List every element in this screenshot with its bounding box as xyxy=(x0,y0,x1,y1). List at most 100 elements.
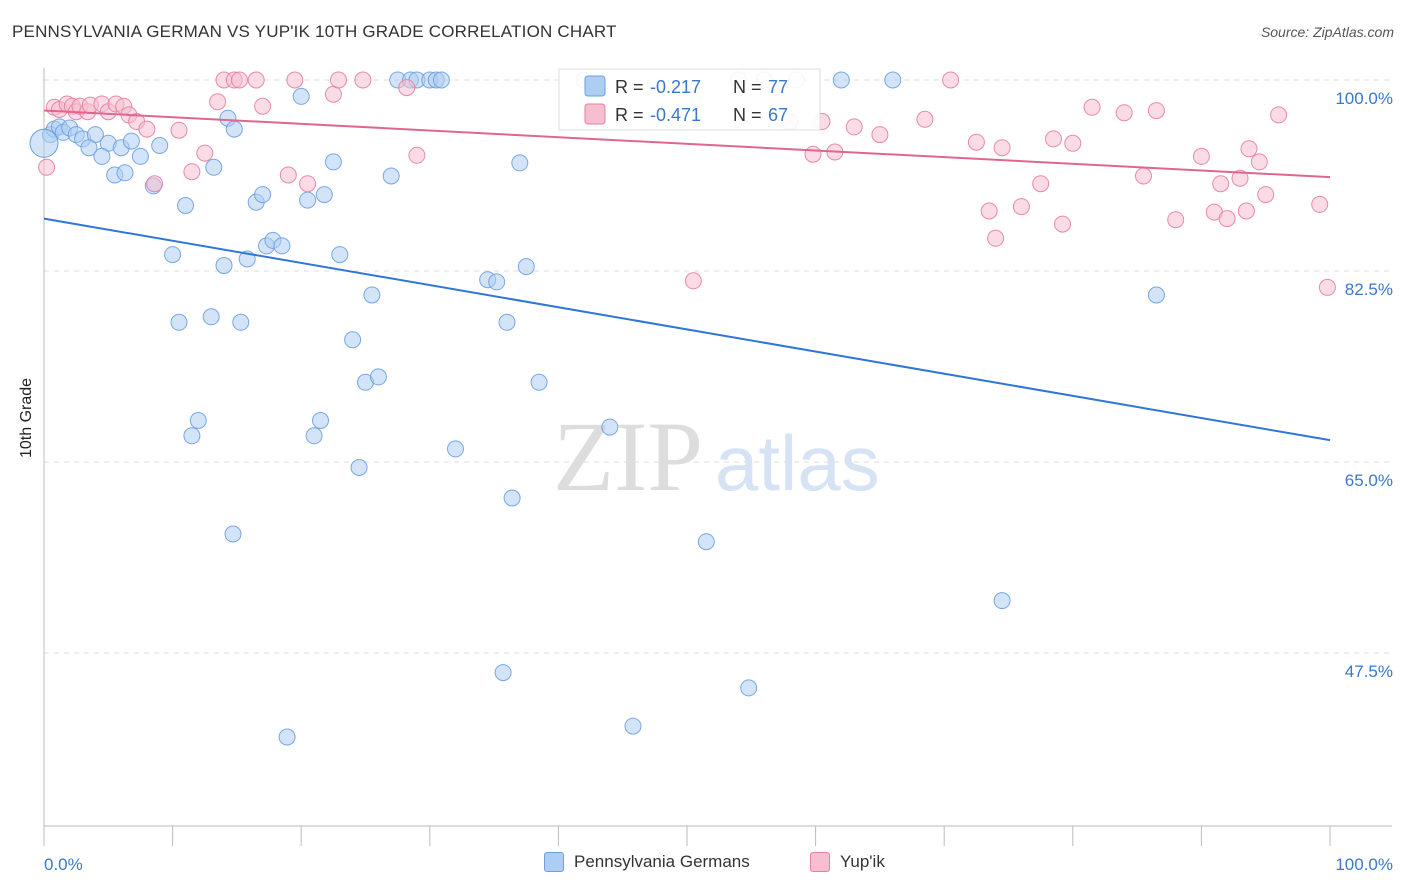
legend-item-yupik[interactable]: Yup'ik xyxy=(810,852,885,872)
yupik-point-43 xyxy=(967,133,985,151)
legend-label-yupik: Yup'ik xyxy=(840,852,885,871)
yupik-point-67 xyxy=(1311,195,1329,213)
pennsylvania-germans-point-17 xyxy=(151,137,169,154)
pennsylvania-germans-point-15 xyxy=(131,147,149,165)
yupik-point-50 xyxy=(1054,215,1071,233)
yupik-point-26 xyxy=(279,166,297,184)
pennsylvania-germans-point-74 xyxy=(884,71,902,89)
axes xyxy=(43,68,1392,846)
yupik-trend-line xyxy=(43,109,1331,179)
pennsylvania-germans-point-59 xyxy=(494,664,512,682)
yupik-point-39 xyxy=(845,118,863,136)
watermark-atlas: atlas xyxy=(715,419,880,507)
pennsylvania-germans-point-38 xyxy=(299,191,317,209)
yupik-point-33 xyxy=(408,146,426,164)
pennsylvania-germans-point-48 xyxy=(369,368,387,386)
yupik-point-49 xyxy=(1045,130,1062,148)
yupik-point-42 xyxy=(942,71,960,89)
chart-title: PENNSYLVANIA GERMAN VS YUP'IK 10TH GRADE… xyxy=(12,22,617,41)
x-tick-label-left: 0.0% xyxy=(44,855,83,874)
yupik-point-44 xyxy=(980,202,998,220)
yupik-point-36 xyxy=(804,145,822,163)
yupik-point-30 xyxy=(330,71,347,89)
bottom-legend: Pennsylvania Germans Yup'ik xyxy=(0,852,1406,878)
stats-swatch-yupik xyxy=(584,103,606,125)
yupik-point-48 xyxy=(1032,175,1050,193)
pennsylvania-germans-point-25 xyxy=(215,257,233,274)
trend-lines xyxy=(43,109,1331,442)
stats-n-label-yupik: N = xyxy=(733,105,762,125)
yupik-point-34 xyxy=(684,272,702,290)
yupik-point-31 xyxy=(354,71,372,89)
yupik-point-68 xyxy=(1318,278,1336,296)
pennsylvania-germans-trend-line xyxy=(43,217,1331,442)
pennsylvania-germans-point-36 xyxy=(278,728,296,746)
pennsylvania-germans-point-70 xyxy=(740,679,758,697)
yupik-point-0 xyxy=(38,158,56,176)
yupik-point-63 xyxy=(1240,140,1258,158)
y-tick-label-3: 47.5% xyxy=(1345,662,1393,681)
pennsylvania-germans-point-44 xyxy=(344,331,362,349)
stats-swatch-pennsylvania-germans xyxy=(584,75,606,97)
yupik-point-61 xyxy=(1231,169,1249,187)
stats-legend: R = -0.217 N = 77 R = -0.471 N = 67 xyxy=(558,68,821,131)
yupik-point-20 xyxy=(209,93,227,111)
pennsylvania-germans-point-41 xyxy=(315,186,333,204)
pennsylvania-germans-point-22 xyxy=(189,412,207,429)
stats-n-value-yupik: 67 xyxy=(768,105,788,125)
pennsylvania-germans-point-61 xyxy=(503,489,521,507)
yupik-point-17 xyxy=(170,121,188,139)
source-label: Source: ZipAtlas.com xyxy=(1260,24,1394,40)
stats-r-label-yupik: R = xyxy=(615,105,644,125)
pennsylvania-germans-point-43 xyxy=(331,246,349,264)
pennsylvania-germans-point-76 xyxy=(1147,286,1165,304)
pennsylvania-germans-point-19 xyxy=(170,313,188,331)
pennsylvania-germans-point-large xyxy=(29,128,59,158)
pennsylvania-germans-point-49 xyxy=(382,167,400,185)
pennsylvania-germans-point-37 xyxy=(292,87,310,105)
yupik-point-60 xyxy=(1218,210,1236,228)
stats-n-label-pennsylvania-germans: N = xyxy=(733,77,762,97)
yupik-point-23 xyxy=(231,71,248,89)
pennsylvania-germans-point-55 xyxy=(432,71,450,89)
pennsylvania-germans-point-8 xyxy=(80,139,98,157)
pennsylvania-germans-point-66 xyxy=(601,418,619,436)
pennsylvania-germans-point-18 xyxy=(164,246,182,264)
pennsylvania-germans-point-67 xyxy=(624,717,642,735)
pennsylvania-germans-point-68 xyxy=(697,533,715,551)
yupik-point-65 xyxy=(1257,186,1275,204)
yupik-point-18 xyxy=(183,163,201,181)
pennsylvania-germans-point-75 xyxy=(993,592,1011,610)
pennsylvania-germans-point-27 xyxy=(225,120,243,138)
pennsylvania-germans-point-20 xyxy=(177,197,194,214)
yupik-point-28 xyxy=(299,175,317,193)
yupik-point-47 xyxy=(1012,198,1030,216)
stats-n-value-pennsylvania-germans: 77 xyxy=(768,77,788,97)
yupik-point-32 xyxy=(398,79,416,97)
pennsylvania-germans-point-47 xyxy=(363,286,381,304)
yupik-point-45 xyxy=(987,229,1005,247)
legend-item-pennsylvania-germans[interactable]: Pennsylvania Germans xyxy=(544,852,750,872)
pennsylvania-germans-point-13 xyxy=(116,164,134,182)
yupik-point-59 xyxy=(1212,175,1230,193)
yupik-point-16 xyxy=(146,175,164,193)
pennsylvania-germans-point-64 xyxy=(530,373,548,391)
yupik-point-19 xyxy=(196,144,214,162)
data-points xyxy=(29,71,1336,746)
pennsylvania-germans-point-40 xyxy=(312,412,329,429)
pennsylvania-germans-point-60 xyxy=(498,313,516,331)
legend-label-pennsylvania-germans: Pennsylvania Germans xyxy=(574,852,750,871)
stats-r-value-yupik: -0.471 xyxy=(650,105,701,125)
pennsylvania-germans-point-45 xyxy=(350,459,368,476)
yupik-point-66 xyxy=(1270,106,1288,124)
pennsylvania-germans-point-73 xyxy=(832,71,850,89)
yupik-point-54 xyxy=(1135,167,1152,185)
yupik-point-24 xyxy=(247,71,265,89)
x-tick-label-right: 100.0% xyxy=(1335,855,1393,874)
yupik-point-53 xyxy=(1115,104,1133,122)
yupik-point-64 xyxy=(1250,153,1268,171)
y-tick-label-2: 65.0% xyxy=(1345,471,1393,490)
pennsylvania-germans-point-39 xyxy=(305,427,323,445)
yupik-point-51 xyxy=(1064,134,1082,152)
